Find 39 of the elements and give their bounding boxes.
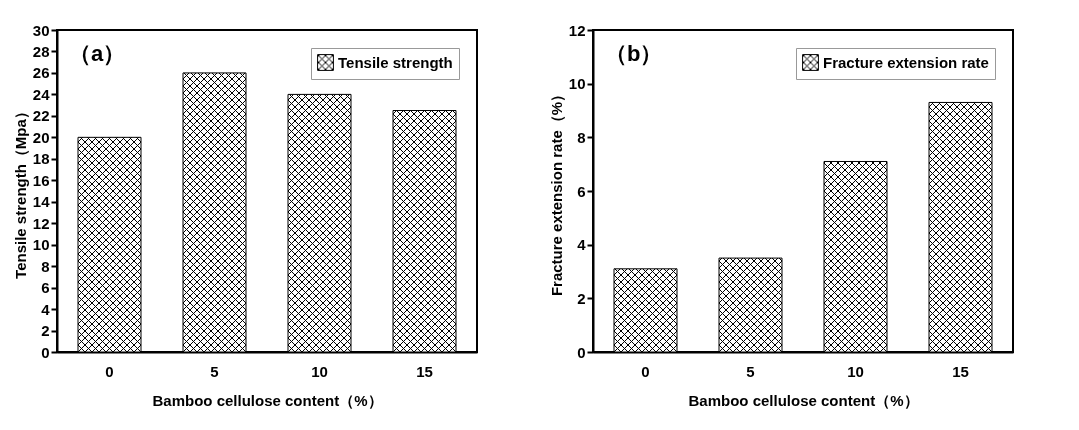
y-tick-label: 12 <box>32 214 50 232</box>
legend-label: Tensile strength <box>338 53 453 71</box>
x-tick-label: 15 <box>952 362 969 380</box>
y-tick-label: 12 <box>568 21 586 39</box>
y-axis-title: Tensile strength（Mpa） <box>11 104 29 279</box>
y-tick-label: 0 <box>41 343 50 361</box>
x-tick-label: 0 <box>105 362 114 380</box>
y-tick-label: 10 <box>32 236 50 254</box>
y-tick-label: 22 <box>32 107 50 125</box>
x-tick-label: 5 <box>210 362 219 380</box>
y-tick-label: 30 <box>32 21 50 39</box>
y-tick-label: 8 <box>41 257 50 275</box>
y-tick-label: 4 <box>41 300 51 318</box>
y-tick-label: 0 <box>577 343 586 361</box>
x-axis-title: Bamboo cellulose content（%） <box>152 391 383 409</box>
y-tick-label: 6 <box>41 279 50 297</box>
y-tick-label: 14 <box>32 193 51 211</box>
y-tick-label: 10 <box>568 75 586 93</box>
x-tick-label: 15 <box>416 362 433 380</box>
y-tick-label: 8 <box>577 128 586 146</box>
y-tick-label: 2 <box>577 289 586 307</box>
annotation: （b） <box>605 41 663 66</box>
x-tick-label: 10 <box>311 362 328 380</box>
y-tick-label: 20 <box>32 128 50 146</box>
y-tick-label: 16 <box>32 171 50 189</box>
y-tick-label: 6 <box>577 182 586 200</box>
legend-label: Fracture extension rate <box>823 53 989 71</box>
y-tick-label: 26 <box>32 64 50 82</box>
y-tick-label: 2 <box>41 322 50 340</box>
y-tick-label: 4 <box>577 236 587 254</box>
y-tick-label: 18 <box>32 150 50 168</box>
y-tick-label: 28 <box>32 42 50 60</box>
annotation: （a） <box>69 41 126 66</box>
x-tick-label: 5 <box>746 362 755 380</box>
x-tick-label: 10 <box>847 362 864 380</box>
y-axis-title: Fracture extension rate（%） <box>547 86 565 297</box>
x-tick-label: 0 <box>641 362 650 380</box>
x-axis-title: Bamboo cellulose content（%） <box>688 391 919 409</box>
y-tick-label: 24 <box>32 85 51 103</box>
